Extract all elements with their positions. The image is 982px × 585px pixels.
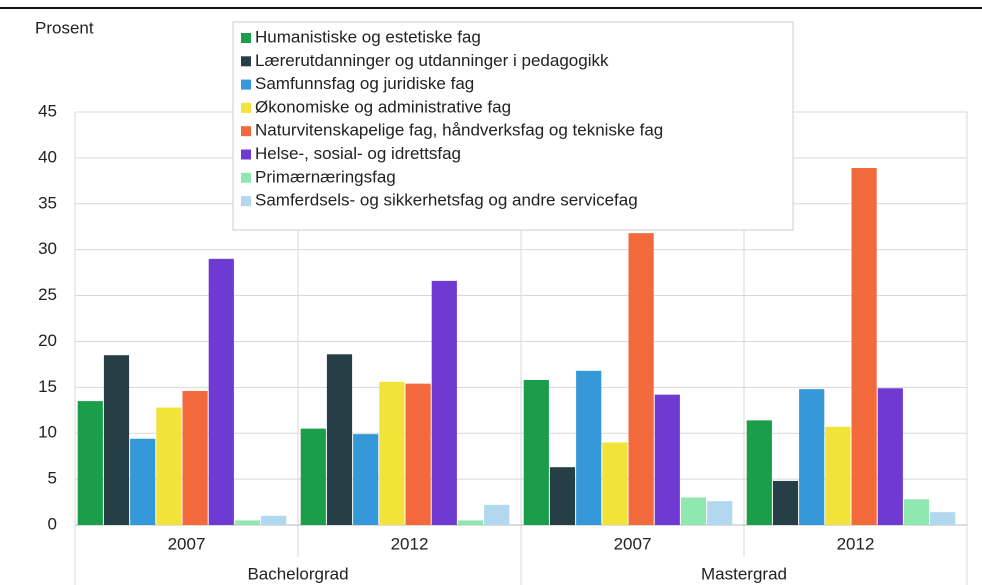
legend-label: Lærerutdanninger og utdanninger i pedago…	[255, 51, 609, 70]
bar	[326, 354, 353, 525]
bar	[772, 480, 799, 525]
legend-label: Økonomiske og administrative fag	[255, 97, 511, 116]
bar	[353, 434, 379, 525]
bar	[300, 428, 326, 525]
bar	[405, 383, 431, 525]
y-tick-label: 25	[38, 285, 57, 304]
y-axis-label: Prosent	[35, 18, 94, 37]
bar	[851, 167, 877, 526]
legend-label: Helse-, sosial- og idrettsfag	[255, 144, 461, 163]
y-tick-label: 0	[48, 514, 57, 533]
y-tick-label: 15	[38, 377, 57, 396]
x-tick-label: 2007	[614, 534, 652, 553]
x-tick-label: 2012	[837, 534, 875, 553]
bar	[825, 426, 851, 525]
x-tick-label: 2012	[391, 534, 429, 553]
bar	[707, 501, 733, 525]
legend-swatch	[241, 33, 251, 43]
legend-label: Naturvitenskapelige fag, håndverksfag og…	[255, 121, 663, 140]
legend-swatch	[241, 149, 251, 160]
legend-swatch	[241, 79, 251, 90]
y-tick-label: 5	[48, 469, 57, 488]
legend-swatch	[241, 56, 251, 67]
bar	[523, 379, 549, 525]
bar	[182, 391, 208, 525]
group-label: Mastergrad	[701, 564, 787, 583]
bar	[130, 438, 156, 525]
y-tick-label: 10	[38, 423, 57, 442]
bar	[77, 401, 103, 525]
bar	[576, 370, 602, 525]
legend-swatch	[241, 172, 251, 183]
bar	[261, 515, 287, 525]
bar	[457, 520, 484, 525]
y-tick-label: 35	[38, 193, 57, 212]
bar	[549, 467, 576, 525]
legend-box	[232, 21, 794, 231]
bar	[234, 520, 261, 525]
bar	[877, 388, 903, 525]
bar	[103, 355, 130, 525]
bar	[156, 407, 182, 525]
y-tick-label: 30	[38, 239, 57, 258]
bar	[746, 420, 772, 525]
legend-swatch	[241, 126, 251, 137]
legend-label: Humanistiske og estetiske fag	[255, 27, 481, 46]
legend-label: Samfunnsfag og juridiske fag	[255, 74, 474, 93]
bar	[208, 258, 234, 525]
bar	[628, 233, 654, 525]
y-tick-label: 20	[38, 331, 57, 350]
bar	[602, 442, 628, 525]
y-tick-label: 40	[38, 147, 57, 166]
legend-label: Samferdsels- og sikkerhetsfag og andre s…	[255, 191, 638, 210]
group-label: Bachelorgrad	[247, 564, 348, 583]
bar	[903, 499, 930, 525]
bar	[799, 389, 825, 525]
bar	[484, 504, 510, 525]
x-tick-label: 2007	[168, 534, 206, 553]
bar	[431, 280, 457, 525]
bar	[654, 394, 680, 525]
bar	[680, 497, 707, 525]
legend-label: Primærnæringsfag	[255, 167, 396, 186]
bar	[379, 381, 405, 525]
legend-swatch	[241, 102, 251, 113]
y-tick-label: 45	[38, 101, 57, 120]
bar	[930, 512, 956, 525]
legend-swatch	[241, 196, 251, 207]
